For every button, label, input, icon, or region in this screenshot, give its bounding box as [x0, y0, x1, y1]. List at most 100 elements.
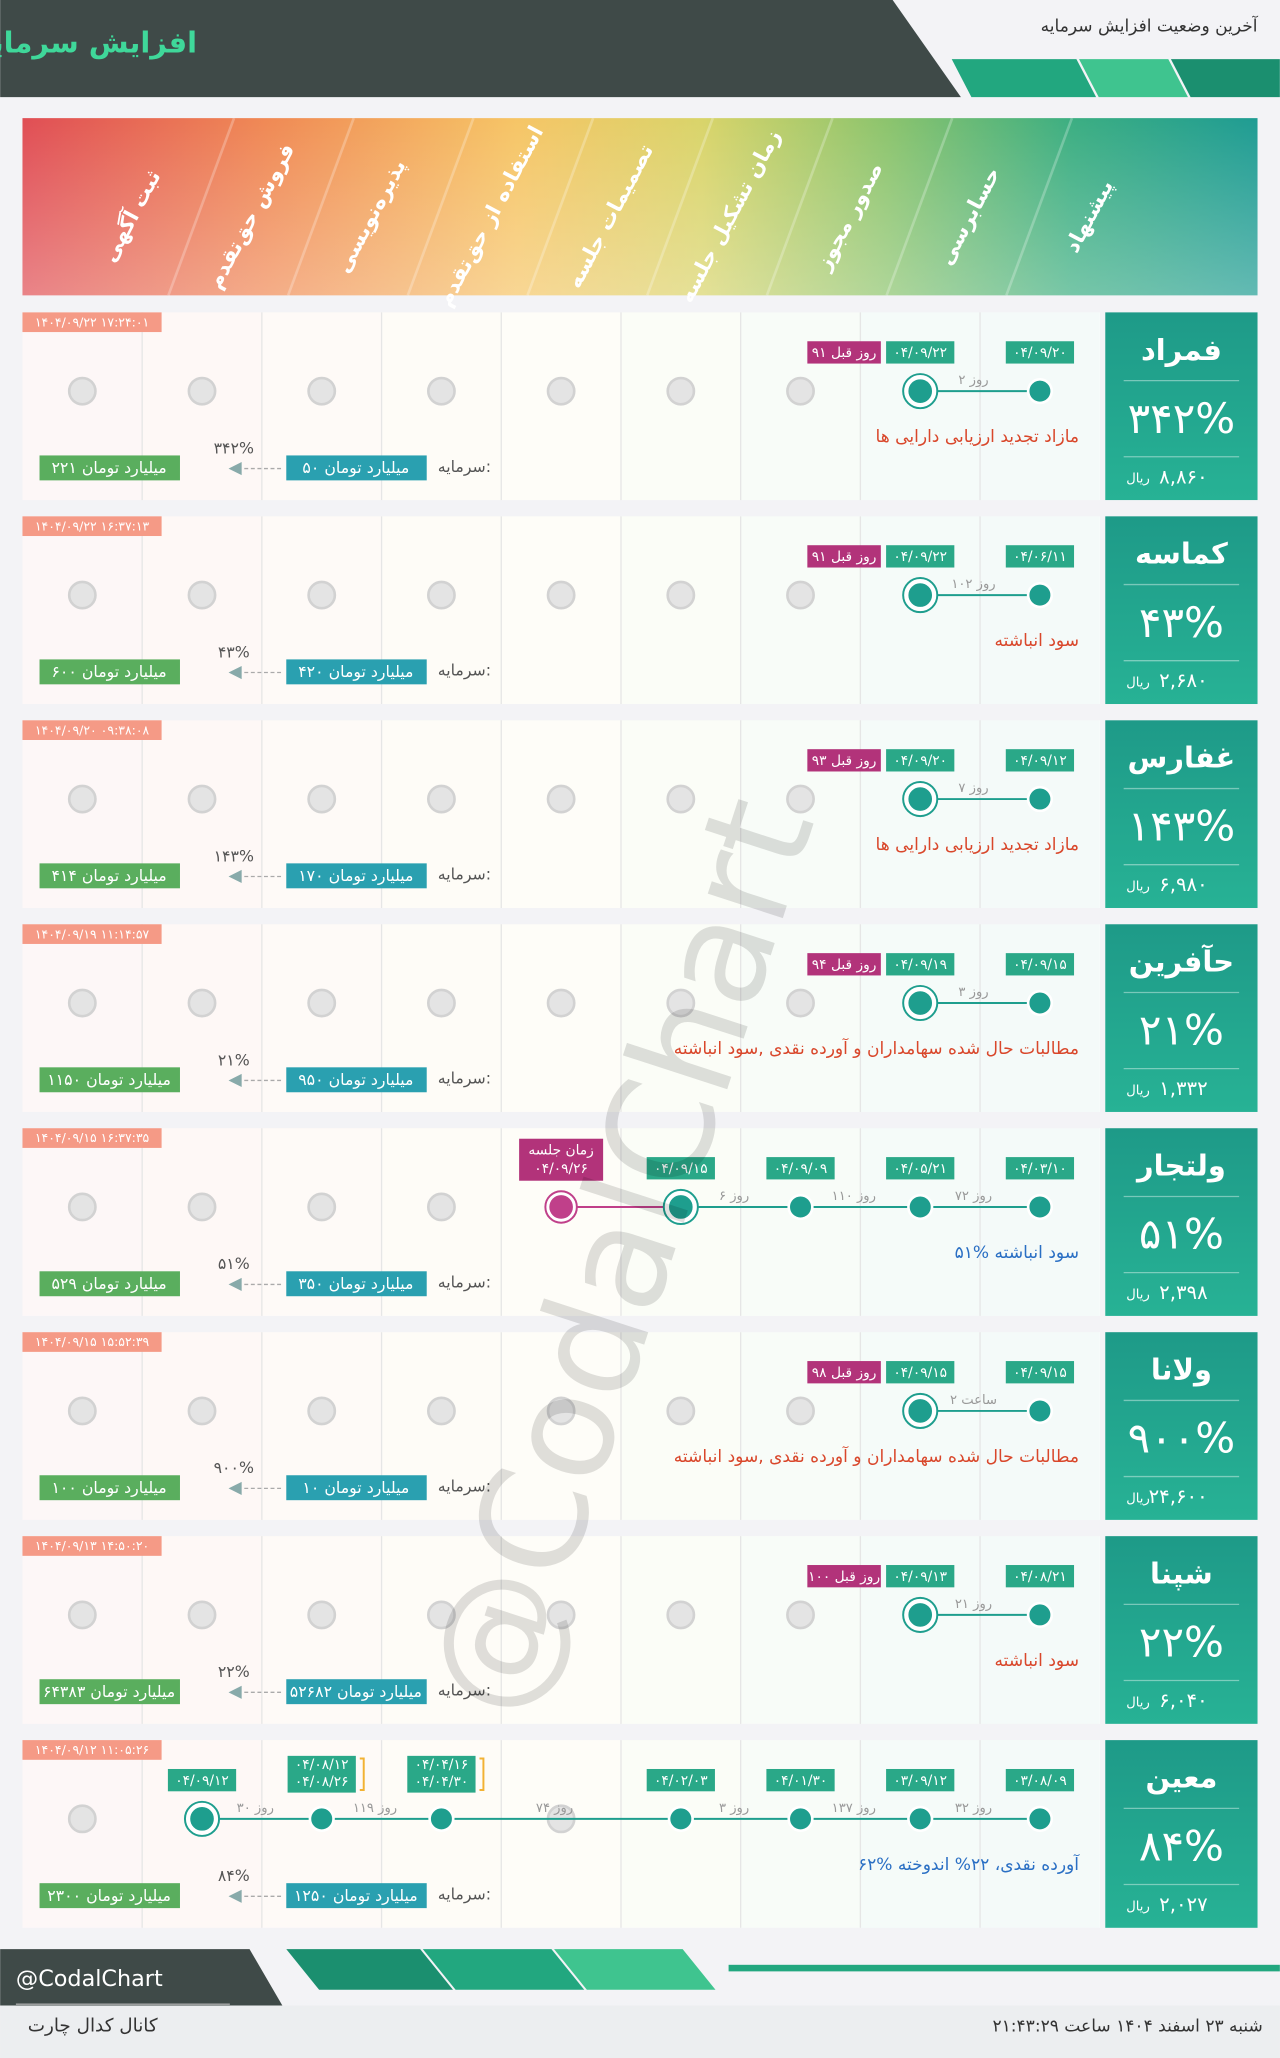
date-tag [646, 1157, 715, 1180]
price: ۸,۸۶۰ [1159, 465, 1208, 488]
timestamp-tag [22, 516, 162, 537]
ago-tag [807, 1361, 881, 1384]
company-name: ولانا [1151, 1353, 1212, 1387]
company-row: ۱۴۰۴/۰۹/۱۹ ۱۱:۱۴:۵۷ ۳ روز ۰۴/۰۹/۱۵ ۰۴/۰۹/۱۹… [22, 924, 1258, 1112]
stage-empty [426, 1396, 456, 1426]
timestamp: ۱۴۰۴/۰۹/۱۳ ۱۴:۵۰:۲۰ [35, 1538, 149, 1553]
ago: ۱۰۰ روز قبل [808, 1569, 880, 1585]
date: ۰۴/۰۵/۲۱ [893, 1161, 947, 1177]
gap-label: ۱۳۷ روز [832, 1801, 876, 1816]
summary-panel [1105, 1128, 1258, 1316]
capital-label: سرمایه: [438, 865, 491, 885]
summary-panel [1105, 924, 1258, 1112]
date-tag [167, 1768, 237, 1792]
gap-label: ۲ ساعت [950, 1393, 997, 1408]
header-stripe [951, 59, 1097, 98]
ago-tag [807, 545, 881, 568]
gap-label: ۷۲ روز [955, 1189, 992, 1204]
stage-empty [67, 988, 97, 1018]
summary-panel [1105, 516, 1258, 705]
stage-empty [187, 376, 217, 406]
price: ۶,۹۸۰ [1159, 873, 1208, 896]
ago: ۹۱ روز قبل [812, 345, 877, 361]
date-tag [766, 1157, 835, 1180]
stage-empty [666, 784, 696, 814]
company-name: غفارس [1128, 741, 1236, 775]
timestamp-tag [22, 1332, 162, 1352]
stage-node [1026, 1193, 1054, 1221]
change: ۴۳% [1139, 598, 1224, 647]
column-band [501, 516, 621, 705]
growth: ۹۰۰% [214, 1458, 254, 1477]
date: ۰۳/۰۹/۱۲ [893, 1773, 947, 1789]
capital-from: ۵۲۶۸۲ میلیارد تومان [290, 1682, 422, 1702]
footer-stripe [554, 1949, 716, 1990]
date: ۰۴/۰۸/۱۲ [295, 1757, 349, 1773]
date: ۰۴/۰۹/۰۹ [774, 1161, 828, 1177]
capital-label: سرمایه: [438, 1069, 491, 1089]
stage-node [1026, 581, 1054, 609]
date-bracket [359, 1757, 365, 1791]
date-tag [886, 1565, 955, 1588]
capital-to: ۴۱۴ میلیارد تومان [51, 866, 166, 886]
note: ۵۱% سود انباشته [955, 1243, 1079, 1263]
title: افزایش سرمایه [0, 26, 197, 60]
date-tag [646, 1768, 715, 1792]
growth: ۲۲% [218, 1662, 250, 1681]
date: ۰۴/۰۸/۲۶ [295, 1774, 349, 1790]
note: مازاد تجدید ارزیابی دارایی ها [876, 835, 1079, 855]
stage-empty [786, 784, 815, 814]
column-band [620, 924, 741, 1112]
summary-panel [1105, 312, 1258, 501]
gap-label: ۲ روز [958, 373, 988, 388]
date: ۰۴/۰۳/۱۰ [1013, 1161, 1067, 1177]
date-tag [1005, 749, 1075, 772]
price: ۱,۳۳۲ [1159, 1077, 1208, 1100]
date-tag [1005, 1768, 1075, 1792]
footer-stripe [286, 1949, 453, 1990]
column-band [501, 720, 621, 908]
capital-arrow [228, 869, 242, 884]
column-band [980, 516, 1100, 705]
stage-empty [426, 988, 456, 1018]
capital-to: ۶۰۰ میلیارد تومان [51, 662, 166, 682]
stage-empty [67, 1804, 97, 1834]
column-band [740, 516, 861, 705]
footer-datetime: شنبه ۲۳ اسفند ۱۴۰۴ ساعت ۲۱:۴۳:۲۹ [992, 2017, 1262, 2037]
growth: ۲۱% [218, 1050, 250, 1069]
company-row: ۱۴۰۴/۰۹/۱۵ ۱۶:۳۷:۳۵ زمان جلسه ۰۴/۰۹/۲۶ ۷۲ ر… [22, 1128, 1258, 1316]
currency: ریال [1126, 879, 1150, 894]
growth: ۵۱% [218, 1254, 250, 1273]
date: ۰۴/۰۹/۱۲ [175, 1773, 229, 1789]
date-tag [886, 1361, 955, 1384]
change: ۹۰۰% [1128, 1414, 1236, 1463]
capital-from-tag [286, 455, 427, 481]
timestamp-tag [22, 312, 162, 333]
gap-label: ۲۱ روز [955, 1597, 992, 1612]
change: ۵۱% [1139, 1210, 1224, 1259]
stage-node [666, 1192, 696, 1222]
date: ۰۴/۰۹/۲۲ [893, 549, 947, 565]
date: ۰۴/۰۸/۲۱ [1013, 1569, 1067, 1585]
capital-from: ۱۲۵۰ میلیارد تومان [294, 1886, 418, 1906]
capital-to-tag [39, 1271, 180, 1297]
ago-tag [807, 749, 881, 772]
stage-node [1026, 1397, 1054, 1425]
stage-node [1026, 378, 1054, 405]
stage-empty [187, 1396, 217, 1426]
stage-node [905, 1396, 935, 1426]
company-row: ۱۴۰۴/۰۹/۲۲ ۱۷:۲۴:۰۱ ۲ روز ۰۴/۰۹/۲۰ ۰۴/۰۹/۲۲… [22, 312, 1258, 501]
capital-arrow [228, 665, 242, 680]
company-name: فمراد [1141, 333, 1222, 367]
capital-from-tag [286, 1475, 427, 1501]
stage-node [907, 1805, 934, 1832]
stage-empty [786, 1600, 815, 1630]
column-band [980, 1128, 1100, 1316]
stage-node [905, 376, 935, 406]
date-tag [1005, 1361, 1075, 1384]
header-band [0, 0, 961, 98]
capital-from-tag [286, 659, 427, 685]
capital-label: سرمایه: [438, 661, 491, 681]
stage-empty [666, 1396, 696, 1426]
stage-empty [67, 1192, 97, 1222]
